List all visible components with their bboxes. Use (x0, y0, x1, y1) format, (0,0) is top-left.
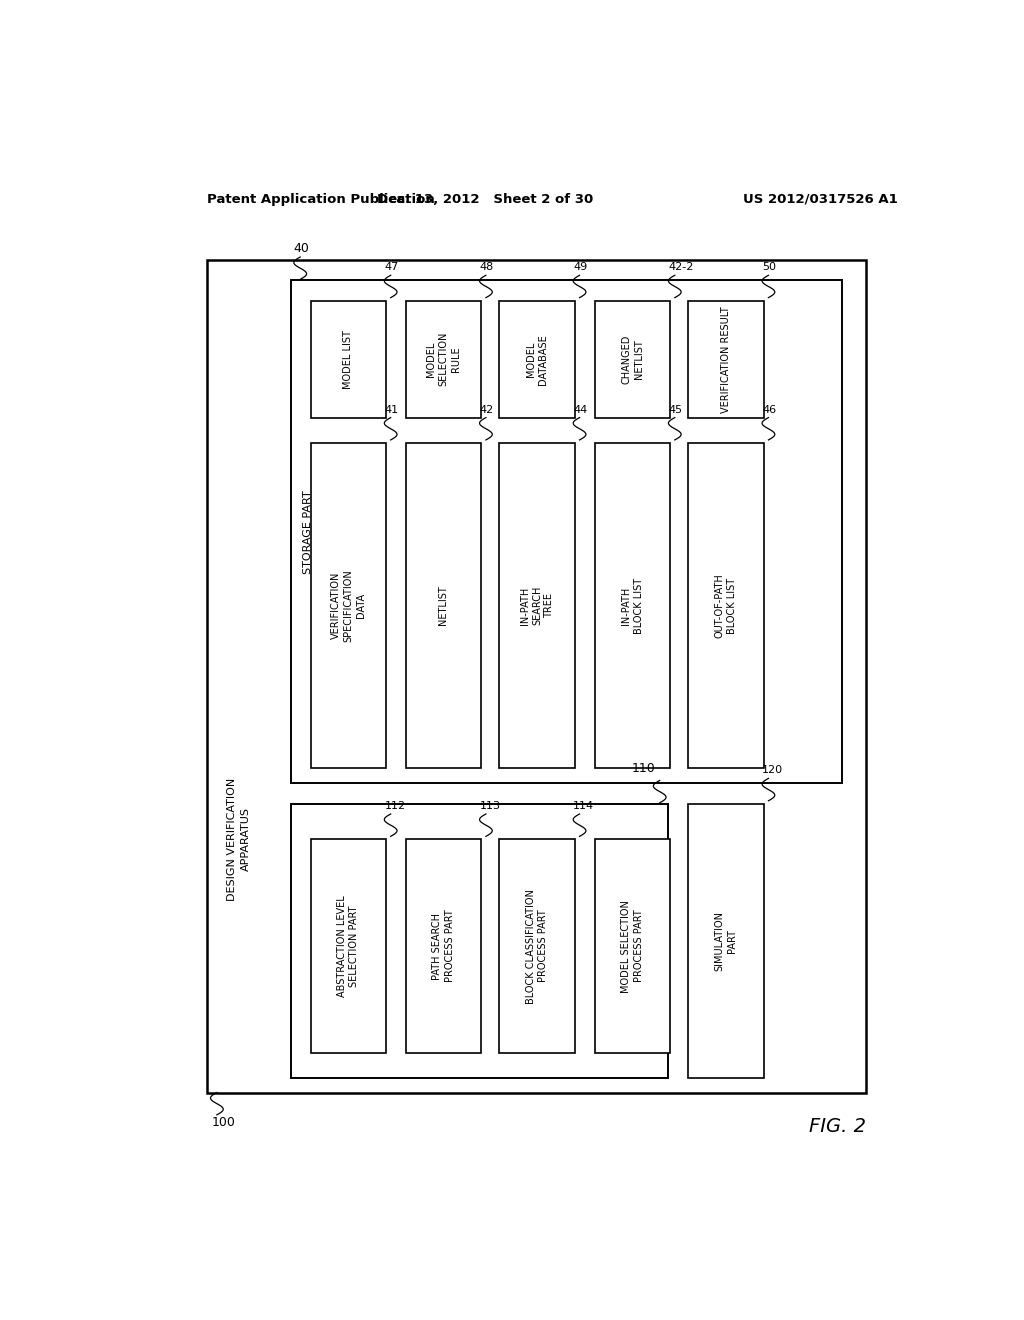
Bar (688, 804, 764, 1078)
Text: 110: 110 (632, 763, 655, 775)
Text: MODEL LIST: MODEL LIST (343, 330, 353, 388)
Bar (595, 301, 670, 417)
Text: Patent Application Publication: Patent Application Publication (207, 193, 435, 206)
Text: DESIGN VERIFICATION
APPARATUS: DESIGN VERIFICATION APPARATUS (227, 777, 251, 902)
Text: 48: 48 (479, 263, 494, 272)
Text: Dec. 13, 2012   Sheet 2 of 30: Dec. 13, 2012 Sheet 2 of 30 (377, 193, 593, 206)
Bar (310, 840, 386, 1053)
Bar (310, 444, 386, 768)
Text: CHANGED
NETLIST: CHANGED NETLIST (622, 334, 643, 384)
Bar (595, 444, 670, 768)
Text: ABSTRACTION LEVEL
SELECTION PART: ABSTRACTION LEVEL SELECTION PART (337, 895, 359, 997)
Text: 40: 40 (293, 242, 309, 255)
Bar (500, 840, 574, 1053)
Text: NETLIST: NETLIST (438, 586, 449, 626)
Text: US 2012/0317526 A1: US 2012/0317526 A1 (743, 193, 898, 206)
Text: 114: 114 (573, 801, 594, 810)
Text: IN-PATH
BLOCK LIST: IN-PATH BLOCK LIST (622, 578, 643, 634)
Bar (406, 840, 481, 1053)
Text: IN-PATH
SEARCH
TREE: IN-PATH SEARCH TREE (520, 586, 555, 626)
Bar (688, 301, 764, 417)
Text: 44: 44 (573, 404, 588, 414)
Bar (406, 444, 481, 768)
Bar (310, 301, 386, 417)
Text: VERIFICATION
SPECIFICATION
DATA: VERIFICATION SPECIFICATION DATA (331, 569, 366, 642)
Text: MODEL SELECTION
PROCESS PART: MODEL SELECTION PROCESS PART (622, 900, 643, 993)
Text: 46: 46 (762, 404, 776, 414)
Bar (595, 840, 670, 1053)
Text: 42-2: 42-2 (669, 263, 694, 272)
Text: 42: 42 (479, 404, 494, 414)
Text: 100: 100 (211, 1115, 236, 1129)
Text: OUT-OF-PATH
BLOCK LIST: OUT-OF-PATH BLOCK LIST (715, 573, 737, 638)
Bar (406, 301, 481, 417)
Text: FIG. 2: FIG. 2 (809, 1117, 866, 1135)
Text: 45: 45 (669, 404, 683, 414)
Text: 120: 120 (762, 766, 783, 775)
Text: 50: 50 (762, 263, 776, 272)
Text: MODEL
SELECTION
RULE: MODEL SELECTION RULE (426, 331, 461, 387)
Text: 41: 41 (384, 404, 398, 414)
Text: 49: 49 (573, 263, 588, 272)
Text: 112: 112 (384, 801, 406, 810)
Bar (291, 804, 668, 1078)
Bar (688, 444, 764, 768)
Text: PATH SEARCH
PROCESS PART: PATH SEARCH PROCESS PART (432, 909, 455, 982)
Bar (291, 280, 842, 784)
Text: MODEL
DATABASE: MODEL DATABASE (526, 334, 548, 384)
Bar (500, 301, 574, 417)
Bar (500, 444, 574, 768)
Text: BLOCK CLASSIFICATION
PROCESS PART: BLOCK CLASSIFICATION PROCESS PART (526, 888, 548, 1003)
Text: VERIFICATION RESULT: VERIFICATION RESULT (721, 306, 731, 413)
Text: 47: 47 (384, 263, 398, 272)
Text: STORAGE PART: STORAGE PART (303, 490, 313, 574)
Text: 113: 113 (479, 801, 501, 810)
Bar (207, 260, 866, 1093)
Text: SIMULATION
PART: SIMULATION PART (715, 911, 737, 972)
